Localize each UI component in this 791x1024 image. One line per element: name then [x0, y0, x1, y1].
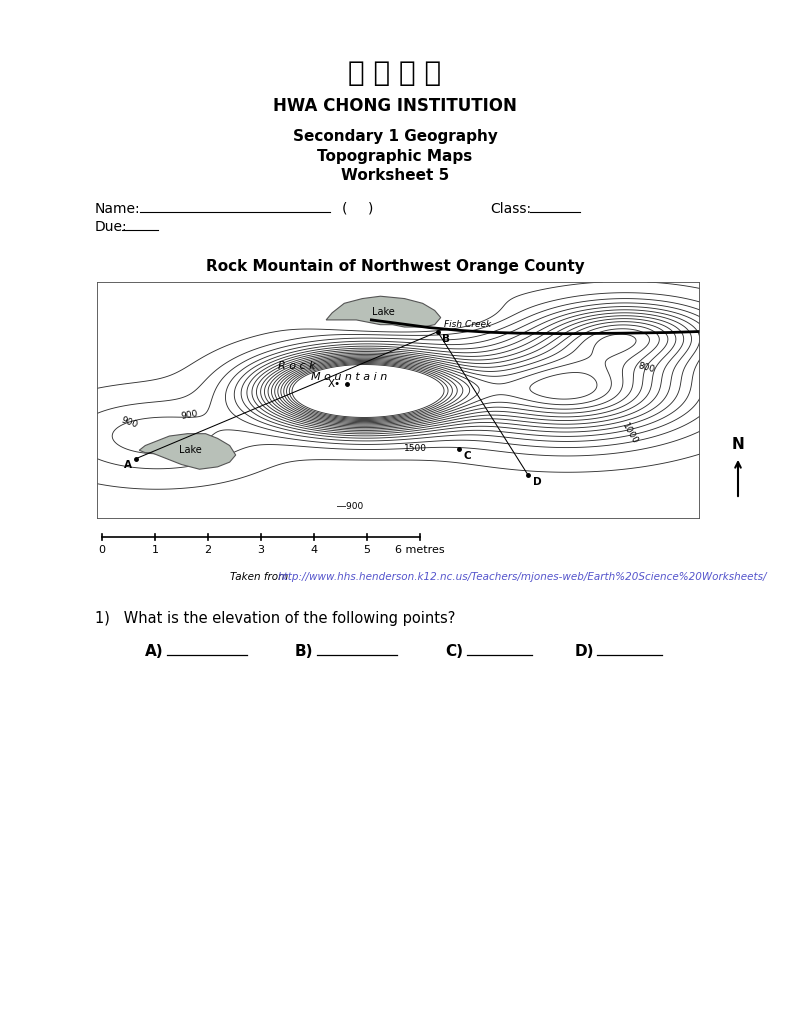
Text: 0: 0 [99, 545, 105, 555]
Text: B): B) [295, 643, 313, 658]
Text: B: B [442, 334, 450, 344]
Polygon shape [139, 434, 236, 469]
Text: ): ) [368, 202, 373, 216]
Text: Fish Creek: Fish Creek [445, 321, 491, 330]
Text: D: D [533, 477, 542, 486]
Text: Secondary 1 Geography: Secondary 1 Geography [293, 129, 498, 144]
Text: D): D) [575, 643, 595, 658]
Text: 华 儂 中 学: 华 儂 中 学 [349, 60, 441, 87]
Text: Lake: Lake [179, 445, 202, 456]
Text: 900: 900 [180, 409, 199, 421]
Text: Name:: Name: [95, 202, 141, 216]
Text: Worksheet 5: Worksheet 5 [341, 168, 449, 182]
Text: http://www.hhs.henderson.k12.nc.us/Teachers/mjones-web/Earth%20Science%20Workshe: http://www.hhs.henderson.k12.nc.us/Teach… [278, 572, 767, 582]
Text: 800: 800 [637, 360, 656, 374]
Text: Topographic Maps: Topographic Maps [317, 148, 473, 164]
Text: 3: 3 [258, 545, 264, 555]
Text: 4: 4 [310, 545, 317, 555]
Text: A: A [124, 460, 132, 470]
Text: 1500: 1500 [404, 444, 427, 454]
Text: ―900: ―900 [337, 502, 363, 511]
Text: N: N [732, 437, 744, 452]
Text: 1: 1 [152, 545, 158, 555]
Text: C): C) [445, 643, 463, 658]
Text: 900: 900 [120, 416, 139, 430]
Text: R o c k: R o c k [278, 361, 316, 371]
Text: X•: X• [328, 379, 341, 389]
Text: 6 metres: 6 metres [396, 545, 445, 555]
Polygon shape [326, 296, 441, 327]
Text: Class:: Class: [490, 202, 531, 216]
Text: Lake: Lake [372, 306, 395, 316]
Text: Due:: Due: [95, 220, 127, 234]
Text: 5: 5 [364, 545, 370, 555]
Text: (: ( [342, 202, 347, 216]
Text: Rock Mountain of Northwest Orange County: Rock Mountain of Northwest Orange County [206, 259, 585, 274]
Text: M o u n t a i n: M o u n t a i n [311, 372, 388, 382]
Text: C: C [464, 451, 471, 461]
Text: Taken from: Taken from [230, 572, 292, 582]
Text: A): A) [145, 643, 164, 658]
Text: 1)   What is the elevation of the following points?: 1) What is the elevation of the followin… [95, 611, 456, 627]
Text: 1000: 1000 [620, 422, 640, 446]
Text: HWA CHONG INSTITUTION: HWA CHONG INSTITUTION [273, 97, 517, 115]
Text: 2: 2 [204, 545, 211, 555]
